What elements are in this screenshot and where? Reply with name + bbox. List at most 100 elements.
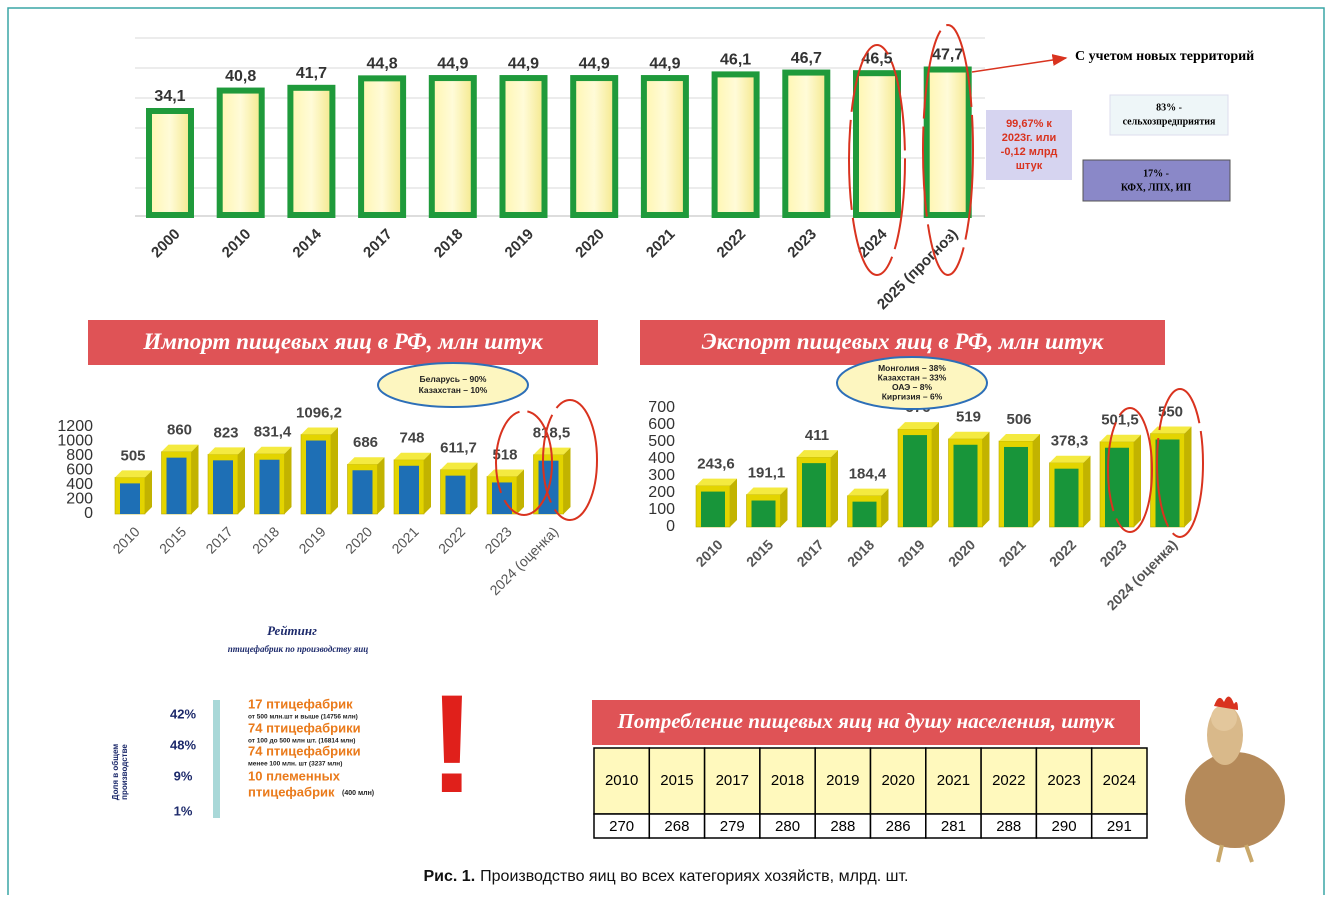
y-tick-label: 100 xyxy=(648,501,675,518)
bar-side xyxy=(145,470,152,514)
value-label: 378,3 xyxy=(1051,433,1089,450)
change-text: 99,67% к xyxy=(1006,118,1052,130)
bar-inner xyxy=(353,470,373,514)
bar-side xyxy=(730,479,737,527)
table-value: 288 xyxy=(996,818,1021,835)
bar-top xyxy=(848,489,889,496)
x-tick-label: 2023 xyxy=(784,226,820,262)
caption-label: Рис. 1. xyxy=(424,868,476,885)
bar-inner xyxy=(120,483,140,514)
rating-item: 17 птицефабрик xyxy=(248,696,353,711)
table-value: 268 xyxy=(664,818,689,835)
table-value: 291 xyxy=(1107,818,1132,835)
bar-side xyxy=(932,422,939,527)
change-text: штук xyxy=(1016,160,1043,172)
bar-side xyxy=(285,447,292,514)
rating-axis: производстве xyxy=(120,744,129,800)
bar-top xyxy=(747,488,788,495)
bar xyxy=(290,88,332,215)
value-label: 34,1 xyxy=(154,88,185,105)
bar-inner xyxy=(1156,440,1180,528)
table-year: 2018 xyxy=(771,772,804,789)
share: 42% xyxy=(170,706,196,721)
bar-side xyxy=(564,448,571,514)
table-year: 2020 xyxy=(881,772,914,789)
rating-detail: менее 100 млн. шт (3237 млн) xyxy=(248,761,342,768)
table-year: 2015 xyxy=(660,772,693,789)
bar-inner xyxy=(752,501,776,527)
note-text: Беларусь – 90% xyxy=(420,374,487,384)
arrow xyxy=(972,58,1066,72)
bar-inner xyxy=(954,445,978,527)
hen-illustration xyxy=(1185,696,1285,862)
table-year: 2022 xyxy=(992,772,1025,789)
x-tick-label: 2015 xyxy=(156,523,189,556)
table-year: 2019 xyxy=(826,772,859,789)
chart-title: Экспорт пищевых яиц в РФ, млн штук xyxy=(702,329,1105,354)
table-value: 280 xyxy=(775,818,800,835)
x-tick-label: 2019 xyxy=(894,536,927,569)
y-tick-label: 200 xyxy=(648,484,675,501)
value-label: 44,9 xyxy=(508,55,539,72)
bar-inner xyxy=(167,458,187,514)
bar xyxy=(220,91,262,215)
value-label: 40,8 xyxy=(225,68,256,85)
table-value: 290 xyxy=(1052,818,1077,835)
note-text: Казахстан – 33% xyxy=(878,373,947,383)
value-label: 41,7 xyxy=(296,65,327,82)
x-tick-label: 2019 xyxy=(502,226,538,262)
y-tick-label: 400 xyxy=(648,450,675,467)
bar-inner xyxy=(853,502,877,527)
x-tick-label: 2022 xyxy=(714,226,750,262)
share: 9% xyxy=(174,768,193,783)
x-tick-label: 2010 xyxy=(219,226,255,262)
bar-inner xyxy=(701,492,725,527)
bar xyxy=(573,78,615,215)
y-tick-label: 800 xyxy=(66,447,93,464)
rating-item: 74 птицефабрики xyxy=(248,720,361,735)
table-value: 281 xyxy=(941,818,966,835)
table-year: 2010 xyxy=(605,772,638,789)
value-label: 860 xyxy=(167,422,192,439)
bar-side xyxy=(424,453,431,514)
value-label: 184,4 xyxy=(849,466,887,483)
caption-text: Производство яиц во всех категориях хозя… xyxy=(480,868,908,885)
bar xyxy=(644,78,686,215)
x-tick-label: 2020 xyxy=(342,523,375,556)
note-text: Казахстан – 10% xyxy=(419,385,488,395)
value-label: 505 xyxy=(120,447,145,464)
annotation: С учетом новых территорий xyxy=(1075,49,1254,64)
agri-text: сельхозпредприятия xyxy=(1123,116,1216,127)
x-tick-label: 2000 xyxy=(148,226,184,262)
x-tick-label: 2023 xyxy=(1096,536,1129,569)
bar-side xyxy=(1134,435,1141,527)
x-tick-label: 2024 xyxy=(855,225,891,261)
x-tick-label: 2019 xyxy=(295,523,328,556)
x-tick-label: 2022 xyxy=(435,523,468,556)
bar-side xyxy=(378,457,385,514)
value-label: 46,1 xyxy=(720,52,751,69)
x-tick-label: 2021 xyxy=(995,536,1028,569)
bar-side xyxy=(238,447,245,514)
x-tick-label: 2020 xyxy=(945,536,978,569)
x-tick-label: 2015 xyxy=(743,536,776,569)
y-tick-label: 1200 xyxy=(57,418,93,435)
caption: Рис. 1.Производство яиц во всех категори… xyxy=(424,868,909,885)
value-label: 831,4 xyxy=(254,424,292,441)
bar-side xyxy=(1084,456,1091,527)
y-tick-label: 400 xyxy=(66,476,93,493)
bar xyxy=(856,73,898,215)
x-tick-label: 2022 xyxy=(1046,536,1079,569)
bar xyxy=(149,111,191,215)
bar xyxy=(785,73,827,215)
bar-inner xyxy=(1004,447,1028,527)
bar-side xyxy=(192,445,199,514)
bar-top xyxy=(1050,456,1091,463)
farms-box xyxy=(1083,160,1230,201)
table-value: 279 xyxy=(720,818,745,835)
y-tick-label: 0 xyxy=(666,518,675,535)
change-text: 2023г. или xyxy=(1002,132,1057,144)
value-label: 44,9 xyxy=(579,55,610,72)
value-label: 506 xyxy=(1006,411,1031,428)
rating-subtitle: птицефабрик по производству яиц xyxy=(228,644,368,654)
